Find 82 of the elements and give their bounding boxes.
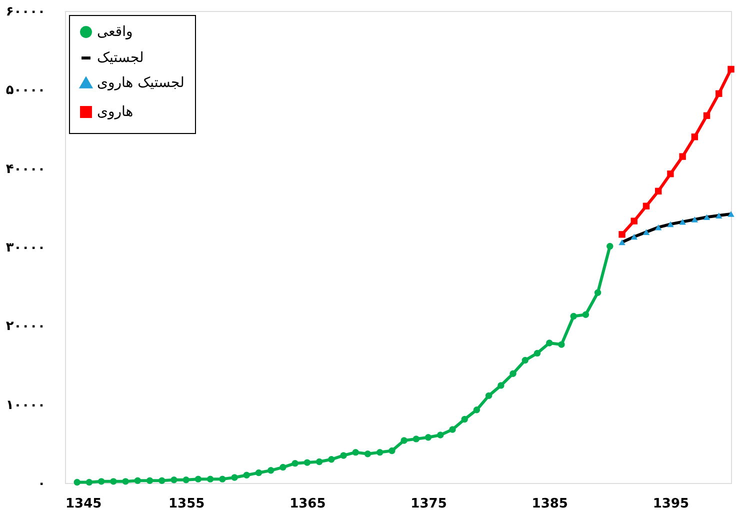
point	[388, 447, 396, 454]
point	[134, 477, 142, 484]
point	[691, 216, 698, 222]
point	[654, 188, 662, 194]
point	[340, 452, 347, 459]
point	[558, 341, 565, 348]
point	[473, 406, 480, 414]
point	[667, 221, 674, 228]
point	[98, 478, 105, 485]
point	[292, 460, 298, 467]
y-tick-label: ۳۰۰۰۰	[6, 240, 46, 256]
point	[728, 66, 734, 73]
point	[582, 311, 590, 318]
point	[498, 382, 504, 389]
point	[268, 467, 274, 474]
point	[412, 436, 420, 442]
legend-label: لجستیک هاروی	[97, 75, 184, 91]
point	[255, 469, 262, 476]
x-tick-label: 1355	[168, 496, 205, 512]
point	[618, 231, 626, 238]
point	[243, 472, 250, 478]
point	[728, 211, 734, 217]
point	[570, 312, 577, 320]
point	[716, 90, 722, 97]
point	[461, 416, 468, 423]
point	[679, 218, 686, 225]
y-tick-label: ۲۰۰۰۰	[6, 319, 46, 334]
point	[86, 478, 93, 486]
y-tick-label: ۰	[38, 476, 46, 492]
point	[522, 356, 528, 364]
point	[630, 218, 638, 224]
point	[606, 242, 614, 250]
point	[376, 448, 384, 456]
point	[642, 202, 650, 210]
point	[667, 170, 674, 178]
point	[231, 474, 238, 481]
point	[170, 476, 178, 484]
x-tick-label: 1395	[652, 496, 690, 512]
point	[280, 464, 286, 471]
point	[485, 392, 492, 400]
point	[328, 456, 335, 463]
x-tick-label: 1345	[66, 496, 102, 512]
point	[594, 289, 602, 296]
point	[716, 212, 722, 218]
point	[546, 340, 553, 346]
y-tick-label: ۴۰۰۰۰	[6, 162, 46, 177]
point	[316, 458, 323, 466]
point	[534, 350, 541, 357]
point	[449, 426, 456, 433]
point	[510, 370, 516, 377]
legend-label: هاروی	[97, 104, 134, 120]
point	[122, 478, 129, 485]
point	[158, 477, 166, 484]
point	[703, 214, 710, 220]
point	[654, 224, 662, 230]
y-tick-label: ۵۰۰۰۰	[6, 83, 46, 98]
point	[630, 234, 638, 240]
legend-label: واقعی	[97, 24, 133, 40]
y-tick-label: ۶۰۰۰۰	[6, 4, 46, 20]
point	[691, 134, 698, 140]
legend-label: لجستیک	[97, 50, 144, 66]
point	[400, 437, 408, 444]
point	[206, 476, 214, 482]
point	[219, 476, 226, 482]
x-tick-label: 1385	[532, 496, 568, 512]
point	[146, 477, 154, 484]
point	[618, 239, 626, 246]
point	[304, 459, 311, 466]
x-tick-label: 1365	[290, 496, 326, 512]
x-tick-label: 1375	[410, 496, 447, 512]
point	[364, 450, 372, 458]
point	[679, 153, 686, 160]
point	[110, 478, 117, 485]
point	[74, 478, 80, 486]
point	[194, 476, 202, 482]
y-tick-label: ۱۰۰۰۰	[6, 398, 46, 413]
point	[437, 432, 444, 438]
point	[182, 476, 190, 484]
point	[352, 448, 359, 456]
point	[642, 229, 650, 235]
point	[703, 112, 710, 119]
point	[424, 434, 432, 441]
